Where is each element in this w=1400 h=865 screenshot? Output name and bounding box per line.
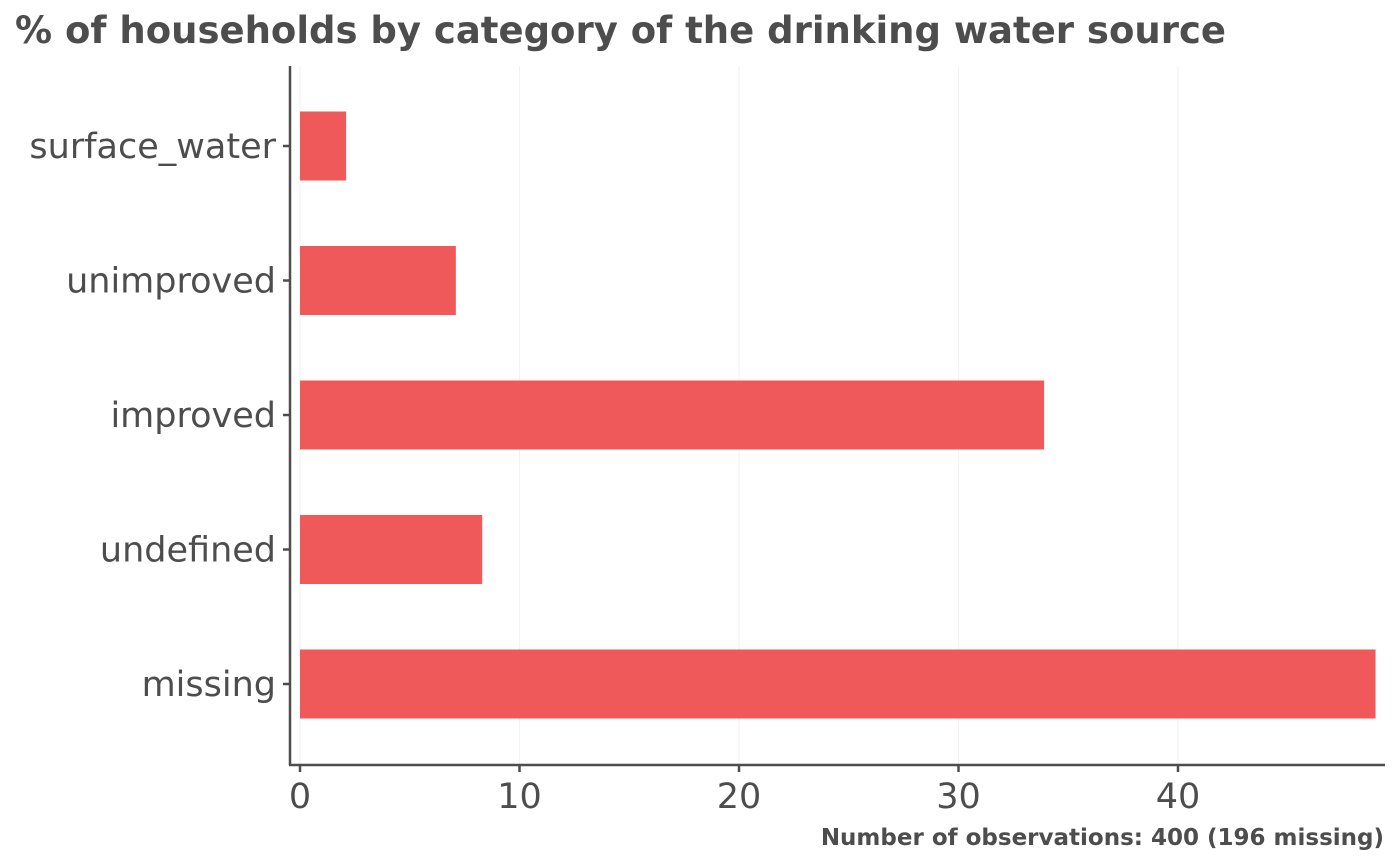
y-tick-label: improved — [110, 396, 276, 436]
y-tick-label: missing — [142, 665, 276, 705]
x-tick-label: 20 — [717, 777, 762, 817]
x-tick-label: 40 — [1156, 777, 1201, 817]
chart-caption: Number of observations: 400 (196 missing… — [821, 825, 1384, 851]
x-tick-label: 10 — [497, 777, 542, 817]
bar-improved — [300, 380, 1045, 450]
chart-title: % of households by category of the drink… — [15, 9, 1226, 52]
bar-missing — [300, 649, 1376, 719]
bar-unimproved — [300, 246, 456, 315]
plot-area — [299, 66, 1376, 765]
y-tick-label: unimproved — [66, 262, 276, 302]
bar-surface-water — [300, 111, 347, 181]
axes: surface_water unimproved improved undefined… — [29, 127, 1200, 817]
y-tick-label: surface_water — [29, 127, 276, 167]
x-tick-label: 0 — [289, 777, 311, 817]
y-tick-label: undefined — [100, 531, 276, 571]
bar-undefined — [300, 515, 483, 584]
x-tick-label: 30 — [936, 777, 981, 817]
